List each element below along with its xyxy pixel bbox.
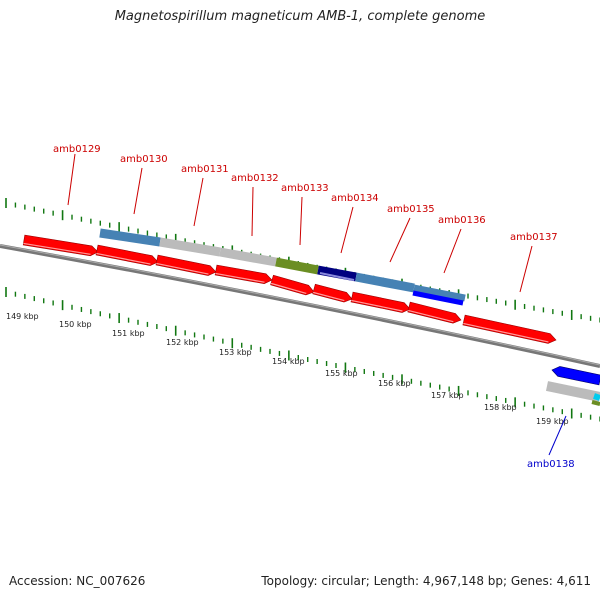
cds-arrow-6 [312,283,353,303]
cds-arrow-7 [350,291,411,313]
cds-arrow-6-shine [312,291,345,302]
track-gray-1 [159,237,221,257]
cds-arrow-8 [407,301,462,324]
gene-label-amb0131[interactable]: amb0131 [181,164,229,175]
kbp-label: 153 kbp [219,348,252,357]
gene-leader-line [389,217,411,263]
cds-arrow-5-shine [270,282,307,295]
gene-label-amb0129[interactable]: amb0129 [53,144,101,155]
cds-arrow-4 [214,264,273,285]
track-olive-reverse [591,400,600,406]
track-cyan [593,393,600,401]
gene-labels: amb0129amb0130amb0131amb0132amb0133amb01… [53,144,575,470]
gene-leader-line [519,245,533,293]
gene-leader-line [67,153,76,206]
kbp-label: 152 kbp [166,338,199,347]
kbp-label: 159 kbp [536,417,569,426]
track-olive [275,257,319,275]
cds-arrow-8-shine [408,309,454,323]
cds-arrow-2 [95,244,159,266]
track-steelblue-1 [99,228,161,247]
track-navy [317,265,357,282]
cds-arrow-5 [270,274,315,296]
gene-label-amb0136[interactable]: amb0136 [438,215,486,226]
kbp-label: 149 kbp [6,312,39,321]
gene-leader-line [548,415,567,456]
cds-arrow-9 [462,314,557,344]
gene-leader-line [251,186,254,237]
gene-leader-line [193,177,204,227]
backbone-line [0,244,600,368]
gene-label-amb0138[interactable]: amb0138 [527,459,575,470]
kbp-tick-labels: 149 kbp 150 kbp 151 kbp 152 kbp 153 kbp 154 k… [6,312,569,426]
gene-label-amb0133[interactable]: amb0133 [281,183,329,194]
cds-arrow-3 [155,254,217,276]
gene-label-amb0130[interactable]: amb0130 [120,154,168,165]
track-steelblue-2 [355,272,415,293]
cds-arrow-9-shine [463,322,549,343]
cds-arrow-1-shine [23,242,91,255]
gene-leader-line [133,167,143,215]
gene-label-amb0135[interactable]: amb0135 [387,204,435,215]
gene-leader-line [443,228,462,274]
track-navy-shine [319,272,355,281]
genome-summary-text: Topology: circular; Length: 4,967,148 bp… [261,574,591,588]
cds-arrow-7-shine [351,299,403,312]
track-steelblue-3 [413,284,466,302]
backbone [0,244,600,368]
kbp-label: 157 kbp [431,391,464,400]
gene-label-amb0132[interactable]: amb0132 [231,173,279,184]
gene-label-amb0134[interactable]: amb0134 [331,193,379,204]
map-title: Magnetospirillum magneticum AMB-1, compl… [114,9,486,24]
kbp-label: 151 kbp [112,329,145,338]
cds-reverse-arrow [551,366,600,386]
kbp-label: 150 kbp [59,320,92,329]
kbp-label: 155 kbp [325,369,358,378]
kbp-label: 158 kbp [484,403,517,412]
cds-arrow-4-shine [215,272,265,283]
kbp-label: 156 kbp [378,379,411,388]
cds-arrow-1 [22,234,99,257]
ticks-lower [5,287,600,422]
track-blue [412,290,464,306]
track-gray-reverse [545,381,600,402]
accession-text: Accession: NC_007626 [9,574,146,588]
kbp-label: 154 kbp [272,357,305,366]
track-gray-2 [219,247,277,267]
cds-arrow-3-shine [156,262,209,275]
gene-label-amb0137[interactable]: amb0137 [510,232,558,243]
features [22,228,600,406]
gene-leader-line [299,196,303,246]
gene-leader-line [340,206,354,254]
cds-arrow-2-shine [96,252,151,265]
backbone-highlight [0,244,600,366]
